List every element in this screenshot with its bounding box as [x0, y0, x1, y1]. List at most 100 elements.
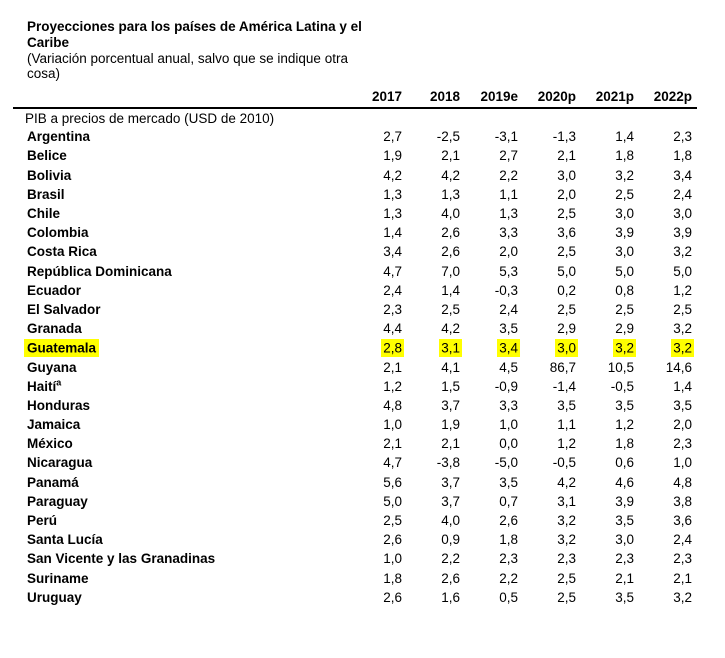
cell-value: 2,6: [441, 225, 460, 241]
cell-value: 3,5: [499, 321, 518, 337]
table-subtitle: (Variación porcentual anual, salvo que s…: [27, 51, 348, 81]
cell-value: 0,2: [557, 282, 576, 298]
cell-value: 3,8: [673, 493, 692, 509]
cell-value: -0,5: [610, 378, 634, 394]
value-cell: 1,1: [523, 415, 581, 434]
value-cell: 2,0: [465, 242, 523, 261]
value-cell: 5,0: [639, 262, 697, 281]
country-name: Belice: [27, 148, 67, 164]
value-cell: 3,2: [639, 242, 697, 261]
value-cell: 2,6: [407, 223, 465, 242]
empty-header-cell: [13, 84, 349, 109]
cell-value: 3,2: [673, 244, 692, 260]
year-header-2018: 2018: [407, 84, 465, 109]
cell-value: 4,6: [615, 474, 634, 490]
cell-value: 1,3: [383, 206, 402, 222]
cell-value: 3,7: [441, 493, 460, 509]
value-cell: 2,6: [465, 511, 523, 530]
country-name: El Salvador: [27, 301, 101, 317]
value-cell: 5,0: [349, 492, 407, 511]
cell-value: 3,2: [615, 167, 634, 183]
cell-value: 3,2: [671, 338, 694, 357]
country-name-cell: Belice: [13, 146, 349, 165]
value-cell: 2,6: [407, 242, 465, 261]
value-cell: -5,0: [465, 453, 523, 472]
value-cell: 2,4: [349, 281, 407, 300]
value-cell: 1,4: [639, 377, 697, 396]
country-name: Suriname: [27, 570, 89, 586]
cell-value: 1,4: [441, 282, 460, 298]
value-cell: 5,6: [349, 473, 407, 492]
value-cell: 4,2: [407, 319, 465, 338]
value-cell: 1,9: [407, 415, 465, 434]
value-cell: -0,3: [465, 281, 523, 300]
cell-value: 2,4: [499, 301, 518, 317]
cell-value: 5,0: [615, 263, 634, 279]
cell-value: 1,0: [499, 417, 518, 433]
value-cell: 1,5: [407, 377, 465, 396]
cell-value: 4,2: [441, 167, 460, 183]
country-name-cell: San Vicente y las Granadinas: [13, 549, 349, 568]
cell-value: 1,3: [441, 186, 460, 202]
cell-value: 3,5: [499, 474, 518, 490]
value-cell: 2,6: [349, 530, 407, 549]
value-cell: 4,8: [349, 396, 407, 415]
cell-value: 14,6: [665, 359, 692, 375]
value-cell: 2,3: [639, 549, 697, 568]
value-cell: 2,5: [639, 300, 697, 319]
cell-value: 3,5: [557, 397, 576, 413]
value-cell: 5,0: [581, 262, 639, 281]
country-name-cell: Jamaica: [13, 415, 349, 434]
cell-value: 1,2: [673, 282, 692, 298]
cell-value: 0,7: [499, 493, 518, 509]
cell-value: 1,6: [441, 589, 460, 605]
cell-value: 4,7: [383, 455, 402, 471]
value-cell: -2,5: [407, 127, 465, 146]
value-cell: 3,6: [523, 223, 581, 242]
country-name-cell: República Dominicana: [13, 262, 349, 281]
table-row: Guyana 2,1 4,1 4,5 86,7 10,5 14,6: [13, 357, 697, 376]
value-cell: 2,3: [523, 549, 581, 568]
value-cell: 0,0: [465, 434, 523, 453]
value-cell: 3,0: [523, 166, 581, 185]
value-cell: 1,3: [349, 185, 407, 204]
cell-value: 3,9: [615, 225, 634, 241]
cell-value: 7,0: [441, 263, 460, 279]
cell-value: 2,1: [441, 148, 460, 164]
value-cell: 1,2: [581, 415, 639, 434]
cell-value: 2,1: [441, 436, 460, 452]
table-row: Perú 2,5 4,0 2,6 3,2 3,5 3,6: [13, 511, 697, 530]
cell-value: 3,2: [557, 532, 576, 548]
cell-value: 0,0: [499, 436, 518, 452]
country-name: Perú: [27, 513, 58, 529]
cell-value: 4,4: [383, 321, 402, 337]
value-cell: 3,5: [465, 319, 523, 338]
value-cell: 0,8: [581, 281, 639, 300]
country-name: Santa Lucía: [27, 532, 103, 548]
value-cell: 0,5: [465, 588, 523, 607]
cell-value: 1,8: [499, 532, 518, 548]
cell-value: 3,0: [615, 206, 634, 222]
cell-value: 3,0: [555, 338, 578, 357]
value-cell: 2,1: [349, 357, 407, 376]
table-row: República Dominicana 4,7 7,0 5,3 5,0 5,0 5,0: [13, 262, 697, 281]
table-row: Panamá 5,6 3,7 3,5 4,2 4,6 4,8: [13, 473, 697, 492]
table-row: Guatemala 2,8 3,1 3,4 3,0 3,2 3,2: [13, 338, 697, 357]
value-cell: 3,0: [581, 242, 639, 261]
table-row: Colombia 1,4 2,6 3,3 3,6 3,9 3,9: [13, 223, 697, 242]
cell-value: 2,2: [441, 551, 460, 567]
value-cell: 2,3: [349, 300, 407, 319]
country-name: San Vicente y las Granadinas: [27, 551, 216, 567]
cell-value: 1,4: [615, 129, 634, 145]
value-cell: 2,0: [639, 415, 697, 434]
cell-value: 1,2: [383, 378, 402, 394]
value-cell: 0,6: [581, 453, 639, 472]
cell-value: 2,3: [383, 301, 402, 317]
cell-value: -0,3: [494, 282, 518, 298]
cell-value: 2,4: [383, 282, 402, 298]
cell-value: 3,2: [673, 589, 692, 605]
value-cell: 3,5: [581, 396, 639, 415]
cell-value: 2,6: [441, 570, 460, 586]
value-cell: 1,3: [465, 204, 523, 223]
